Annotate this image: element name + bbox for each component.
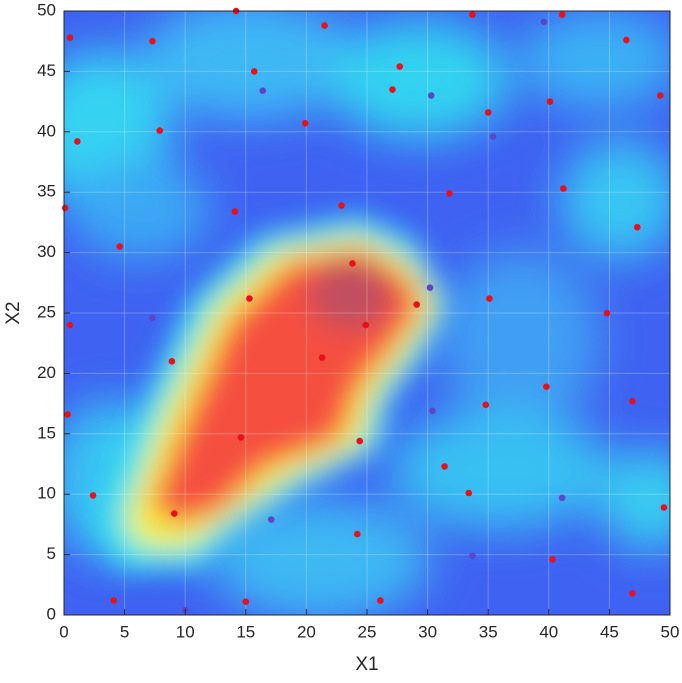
point	[377, 597, 384, 604]
point	[629, 589, 636, 597]
point	[231, 208, 239, 215]
y-tick-label: 45	[37, 61, 56, 80]
x-axis-label: X1	[355, 654, 378, 675]
point	[116, 243, 124, 250]
point	[267, 516, 275, 523]
point	[64, 411, 71, 418]
point	[413, 301, 420, 308]
y-tick-label: 0	[47, 604, 56, 623]
x-tick-label: 40	[539, 622, 558, 641]
y-tick-label: 25	[37, 302, 56, 321]
point	[354, 530, 361, 538]
point	[338, 202, 345, 209]
y-axis-label: X2	[3, 301, 24, 324]
y-tick-label: 40	[37, 121, 56, 140]
point	[560, 185, 567, 192]
point	[356, 437, 364, 445]
y-tick-label: 35	[37, 182, 56, 201]
point	[629, 397, 636, 405]
point	[546, 98, 554, 105]
point	[362, 321, 370, 329]
point	[149, 314, 156, 322]
heatmap	[64, 11, 670, 615]
point	[484, 109, 492, 116]
point	[603, 309, 611, 317]
x-tick-label: 25	[358, 622, 377, 641]
point	[558, 494, 566, 502]
point	[426, 284, 434, 291]
point	[74, 138, 81, 145]
y-tick-label: 20	[37, 363, 56, 382]
point	[349, 260, 356, 267]
x-tick-label: 10	[176, 622, 195, 641]
point	[250, 68, 258, 75]
point	[246, 295, 253, 302]
y-tick-label: 10	[37, 484, 56, 503]
point	[149, 37, 156, 45]
y-tick-label: 50	[37, 0, 56, 19]
point	[318, 354, 326, 361]
axes: 0 5 10 15 20 25 30 35 40 45 50 0 5 10 15 20 25 30 35 40 45 50	[37, 0, 679, 641]
y-tick-label: 15	[37, 423, 56, 442]
x-tick-label: 20	[297, 622, 316, 641]
point	[89, 492, 97, 499]
point	[446, 190, 453, 197]
point	[242, 598, 250, 606]
point	[396, 63, 404, 70]
x-tick-label: 5	[120, 622, 129, 641]
x-tick-label: 35	[479, 622, 498, 641]
y-tick-label: 30	[37, 242, 56, 261]
point	[486, 295, 493, 302]
point	[66, 321, 74, 329]
x-tick-label: 45	[600, 622, 619, 641]
x-tick-label: 15	[236, 622, 255, 641]
point	[540, 18, 548, 26]
point	[489, 133, 497, 140]
x-tick-label: 50	[661, 622, 680, 641]
point	[389, 86, 396, 93]
point	[301, 120, 309, 127]
points	[61, 7, 668, 614]
point	[156, 127, 164, 134]
point	[623, 36, 630, 44]
point	[469, 552, 476, 560]
point	[259, 87, 267, 95]
point	[469, 11, 476, 18]
point	[657, 92, 664, 99]
point	[549, 556, 556, 563]
point	[61, 204, 69, 212]
point	[168, 358, 176, 365]
point	[110, 597, 117, 604]
point	[482, 401, 490, 409]
point	[441, 463, 448, 470]
point	[558, 11, 566, 18]
point	[427, 92, 435, 99]
point	[429, 407, 436, 415]
point	[66, 34, 74, 41]
point	[633, 223, 641, 231]
point	[170, 510, 178, 517]
y-tick-label: 5	[47, 544, 56, 563]
point	[465, 489, 473, 497]
x-tick-label: 0	[59, 622, 68, 641]
x-tick-label: 30	[418, 622, 437, 641]
point	[660, 504, 668, 511]
point	[321, 22, 328, 29]
point	[543, 383, 550, 390]
point	[237, 434, 245, 441]
